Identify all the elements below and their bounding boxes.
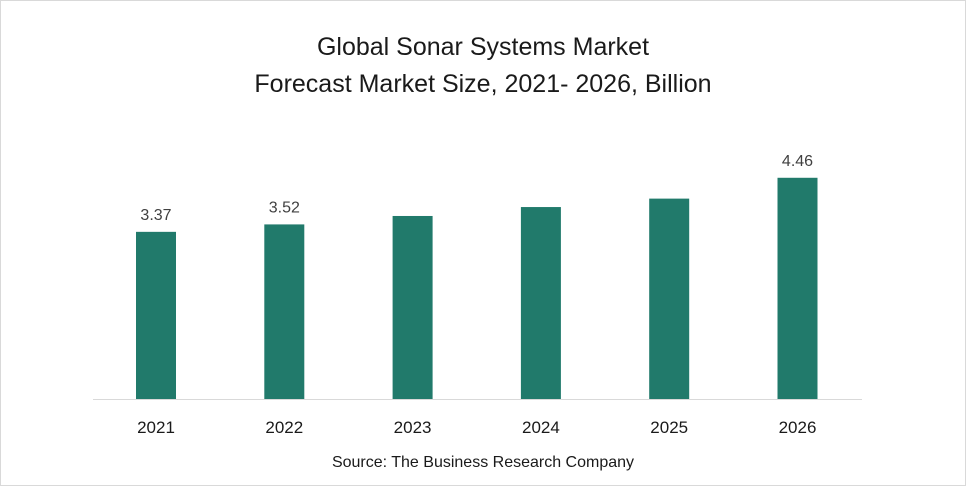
data-label-2026: 4.46 xyxy=(782,153,813,170)
bar-2025 xyxy=(649,198,690,399)
x-tick-label-2022: 2022 xyxy=(265,418,303,437)
source-note: Source: The Business Research Company xyxy=(331,454,635,471)
data-label-2022: 3.52 xyxy=(269,199,300,216)
bar-2024 xyxy=(520,207,561,399)
chart-title: Global Sonar Systems Market xyxy=(316,33,650,61)
bar-2026 xyxy=(777,177,818,399)
x-tick-label-2021: 2021 xyxy=(137,418,175,437)
x-tick-label-2026: 2026 xyxy=(779,418,817,437)
x-tick-label-2024: 2024 xyxy=(522,418,560,437)
bar-2023 xyxy=(392,215,433,399)
x-tick-label-2023: 2023 xyxy=(394,418,432,437)
data-label-2021: 3.37 xyxy=(140,207,171,224)
bar-2021 xyxy=(136,231,176,399)
chart-subtitle: Forecast Market Size, 2021- 2026, Billio… xyxy=(254,70,712,98)
bar-2022 xyxy=(264,224,305,399)
x-tick-label-2025: 2025 xyxy=(650,418,688,437)
